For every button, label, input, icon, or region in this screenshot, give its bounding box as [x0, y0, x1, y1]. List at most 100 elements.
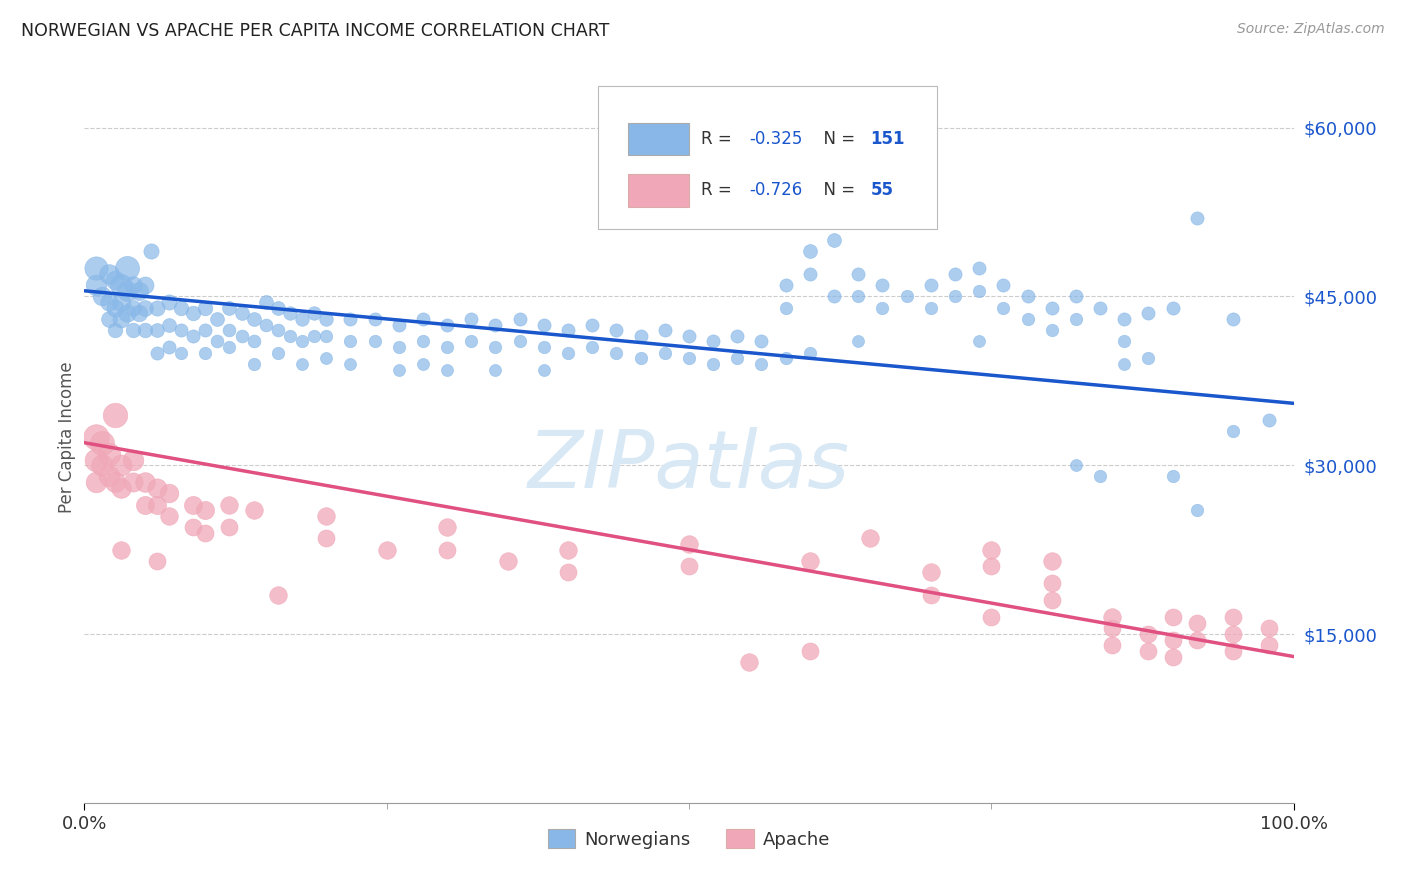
Point	[436, 362, 458, 376]
Point	[110, 542, 132, 557]
Point	[291, 312, 314, 326]
Point	[315, 351, 337, 366]
Point	[115, 284, 138, 298]
FancyBboxPatch shape	[628, 122, 689, 155]
Point	[1222, 425, 1244, 439]
Point	[315, 508, 337, 523]
Point	[980, 610, 1002, 624]
Point	[110, 481, 132, 495]
Point	[630, 351, 652, 366]
Point	[91, 435, 114, 450]
Point	[1114, 334, 1136, 349]
Point	[315, 328, 337, 343]
Point	[146, 481, 169, 495]
Point	[121, 452, 143, 467]
Point	[1040, 576, 1063, 591]
Point	[1114, 312, 1136, 326]
Point	[104, 301, 127, 315]
Point	[557, 542, 579, 557]
Point	[194, 301, 217, 315]
Point	[436, 318, 458, 332]
Point	[91, 458, 114, 473]
Point	[557, 565, 579, 579]
Point	[291, 334, 314, 349]
Point	[194, 503, 217, 517]
Point	[170, 323, 193, 337]
Point	[1088, 469, 1111, 483]
FancyBboxPatch shape	[599, 86, 936, 228]
Point	[302, 306, 325, 320]
Point	[678, 559, 700, 574]
Point	[725, 328, 748, 343]
Point	[115, 306, 138, 320]
Point	[194, 345, 217, 359]
Point	[557, 345, 579, 359]
Point	[943, 267, 966, 281]
Point	[846, 334, 869, 349]
Point	[993, 301, 1015, 315]
Point	[218, 301, 240, 315]
Point	[170, 301, 193, 315]
Point	[1064, 312, 1087, 326]
Point	[121, 278, 143, 293]
Point	[97, 312, 120, 326]
Point	[1161, 469, 1184, 483]
Point	[242, 334, 264, 349]
Point	[267, 345, 290, 359]
Point	[110, 312, 132, 326]
Point	[110, 278, 132, 293]
Point	[678, 351, 700, 366]
Point	[291, 357, 314, 371]
Point	[121, 301, 143, 315]
Point	[207, 334, 229, 349]
Point	[654, 345, 676, 359]
Point	[1222, 644, 1244, 658]
Point	[231, 328, 253, 343]
Point	[751, 334, 773, 349]
Text: 55: 55	[870, 181, 893, 199]
Point	[1258, 621, 1281, 635]
Point	[1040, 301, 1063, 315]
Point	[128, 284, 150, 298]
Point	[86, 430, 108, 444]
Point	[1222, 312, 1244, 326]
Point	[605, 323, 627, 337]
Point	[181, 520, 204, 534]
Point	[97, 469, 120, 483]
Text: ZIPatlas: ZIPatlas	[527, 427, 851, 506]
Point	[104, 323, 127, 337]
Point	[702, 357, 724, 371]
Point	[920, 278, 942, 293]
Point	[110, 295, 132, 310]
Point	[110, 458, 132, 473]
Point	[533, 318, 555, 332]
Point	[302, 328, 325, 343]
Point	[1222, 627, 1244, 641]
Point	[1114, 357, 1136, 371]
Point	[872, 301, 894, 315]
Text: R =: R =	[702, 129, 737, 148]
Point	[967, 261, 990, 276]
Point	[1185, 615, 1208, 630]
Point	[1101, 638, 1123, 652]
Point	[1040, 323, 1063, 337]
Point	[1161, 610, 1184, 624]
Point	[920, 301, 942, 315]
Point	[181, 328, 204, 343]
Point	[278, 328, 301, 343]
Point	[388, 318, 411, 332]
Point	[775, 301, 797, 315]
Point	[1258, 638, 1281, 652]
Point	[846, 267, 869, 281]
Point	[315, 312, 337, 326]
Point	[799, 244, 821, 259]
Point	[104, 272, 127, 286]
Point	[484, 340, 506, 354]
Point	[194, 323, 217, 337]
Point	[242, 503, 264, 517]
Text: N =: N =	[814, 181, 860, 199]
Point	[267, 301, 290, 315]
Point	[104, 475, 127, 489]
Point	[218, 340, 240, 354]
Point	[363, 334, 385, 349]
